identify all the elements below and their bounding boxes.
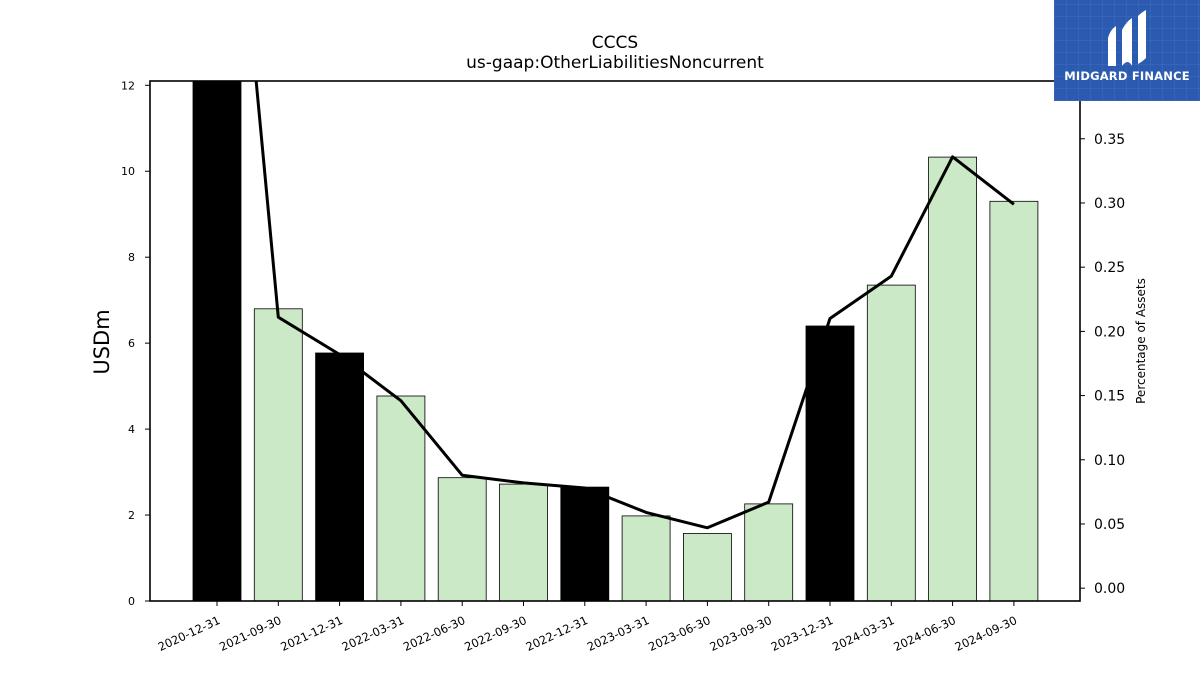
bar-2024-09-30 (989, 200, 1039, 601)
x-tick-label: 2023-09-30 (707, 613, 773, 654)
x-tick-label: 2024-06-30 (891, 613, 957, 654)
x-tick-label: 2022-12-31 (524, 613, 590, 654)
chart-subtitle: us-gaap:OtherLiabilitiesNoncurrent (466, 53, 764, 73)
logo-mark-icon (1108, 10, 1146, 66)
right-tick-label: 0.20 (1094, 324, 1125, 340)
x-tick-label: 2022-06-30 (401, 613, 467, 654)
right-y-axis: 0.00 0.05 0.10 0.15 0.20 0.25 0.30 0.35 (1080, 132, 1125, 597)
left-tick-label: 12 (121, 79, 135, 92)
x-tick-label: 2024-09-30 (953, 613, 1019, 654)
x-tick-label: 2024-03-31 (830, 613, 896, 654)
bar-2022-03-31 (376, 395, 426, 601)
bar-2023-06-30 (683, 533, 732, 601)
right-tick-label: 0.35 (1094, 132, 1125, 148)
bar-2022-12-31 (560, 486, 610, 601)
left-tick-label: 2 (128, 509, 135, 522)
midgard-finance-logo: MIDGARD FINANCE (1054, 0, 1200, 101)
x-tick-label: 2021-09-30 (217, 613, 283, 654)
bar-2022-06-30 (437, 477, 487, 601)
x-tick-label: 2023-06-30 (646, 613, 712, 654)
plot-area-frame (149, 80, 1081, 602)
right-tick-label: 0.05 (1094, 517, 1125, 533)
right-tick-label: 0.25 (1094, 260, 1125, 276)
percentage-of-assets-line (254, 81, 1015, 530)
x-axis: 2020-12-312021-09-302021-12-312022-03-31… (156, 601, 1019, 654)
left-tick-label: 10 (121, 165, 135, 178)
bar-2023-09-30 (744, 503, 794, 601)
bar-2024-06-30 (928, 156, 977, 601)
x-tick-label: 2020-12-31 (156, 613, 222, 654)
left-tick-label: 8 (128, 251, 135, 264)
bar-2023-03-31 (621, 515, 671, 601)
bar-2021-09-30 (253, 308, 303, 601)
right-tick-label: 0.30 (1094, 196, 1125, 212)
bar-2023-12-31 (805, 325, 855, 601)
y2-axis-label: Percentage of Assets (1134, 278, 1148, 404)
x-tick-label: 2021-12-31 (278, 613, 344, 654)
left-tick-label: 0 (128, 595, 135, 608)
right-tick-label: 0.10 (1094, 453, 1125, 469)
y-axis-label: USDm (90, 309, 114, 374)
left-y-axis: 0 2 4 6 8 10 12 (121, 79, 150, 608)
x-tick-label: 2023-12-31 (769, 613, 835, 654)
x-tick-label: 2022-03-31 (340, 613, 406, 654)
right-tick-label: 0.00 (1094, 581, 1125, 597)
bar-2020-12-31 (192, 81, 242, 601)
chart-title: CCCS (592, 33, 638, 53)
bar-series (192, 81, 1039, 601)
left-tick-label: 6 (128, 337, 135, 350)
left-tick-label: 4 (128, 423, 135, 436)
logo-text: MIDGARD FINANCE (1064, 69, 1190, 83)
x-tick-label: 2023-03-31 (585, 613, 651, 654)
bar-2022-09-30 (499, 483, 548, 601)
x-tick-label: 2022-09-30 (462, 613, 528, 654)
bar-2024-03-31 (866, 284, 916, 601)
bar-2021-12-31 (315, 352, 365, 601)
right-tick-label: 0.15 (1094, 389, 1125, 405)
